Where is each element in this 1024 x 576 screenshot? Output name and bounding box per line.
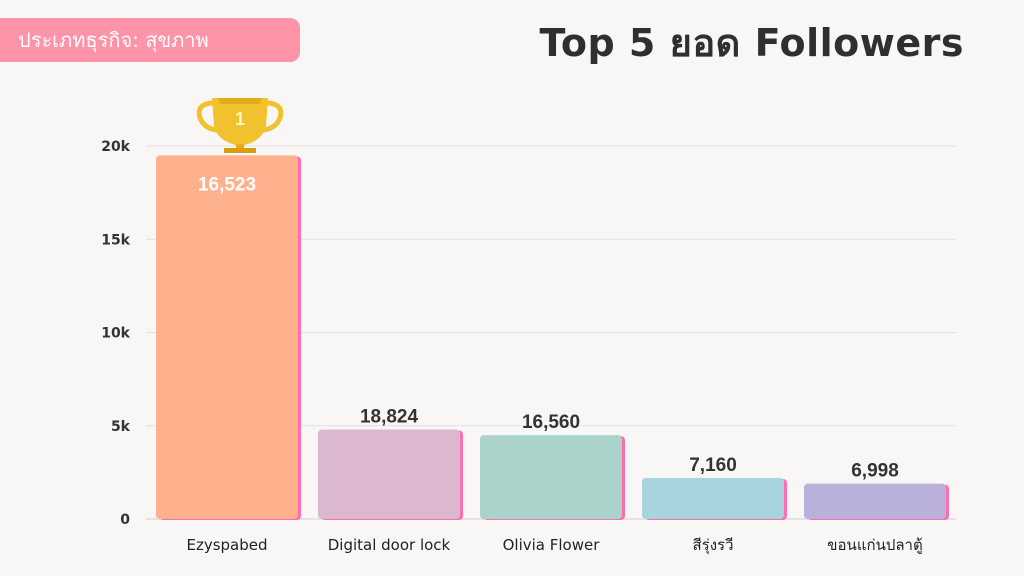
category-label: Digital door lock xyxy=(328,536,451,554)
bar-value-label: 16,560 xyxy=(522,412,580,433)
category-label: ขอนแก่นปลาตู้ xyxy=(827,536,922,554)
bar xyxy=(804,483,946,519)
trophy-icon: 1 xyxy=(196,98,284,153)
bar-value-label: 16,523 xyxy=(198,174,256,195)
bar xyxy=(156,155,298,519)
business-category-tag: ประเภทธุรกิจ: สุขภาพ xyxy=(0,18,300,62)
bar xyxy=(642,477,784,519)
bar-value-label: 18,824 xyxy=(360,406,419,427)
category-label: Ezyspabed xyxy=(186,536,267,554)
y-tick-label: 20k xyxy=(101,139,130,155)
y-tick-label: 10k xyxy=(101,326,130,342)
y-tick-label: 15k xyxy=(101,232,130,248)
bar xyxy=(318,429,460,519)
page-title: Top 5 ยอด Followers xyxy=(539,21,964,65)
y-tick-label: 0 xyxy=(120,512,130,528)
y-tick-label: 5k xyxy=(111,419,131,435)
category-label: สีรุ่งรวี xyxy=(692,536,733,555)
bar-value-label: 7,160 xyxy=(689,455,737,476)
category-label: Olivia Flower xyxy=(503,536,601,554)
trophy-rank-label: 1 xyxy=(235,109,245,129)
bar-value-label: 6,998 xyxy=(851,461,899,482)
bar xyxy=(480,435,622,519)
